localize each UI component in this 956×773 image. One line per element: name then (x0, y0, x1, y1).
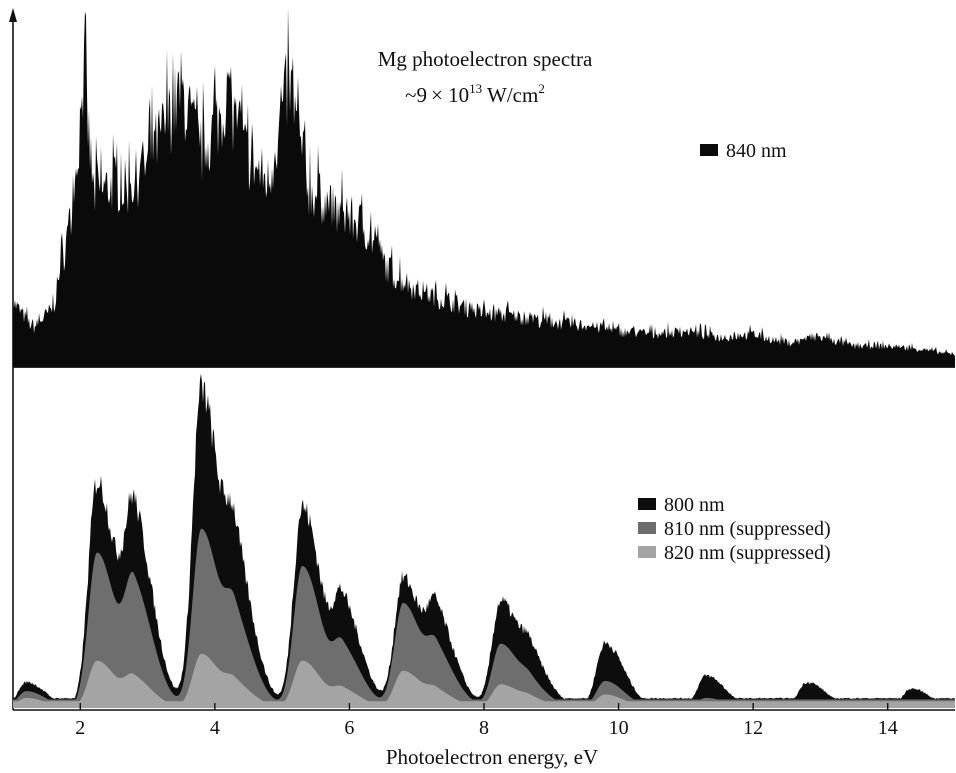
legend-swatch-810nm (638, 522, 656, 534)
chart-subtitle: ~9 × 1013 W/cm2 (405, 81, 545, 107)
legend-label-820nm: 820 nm (suppressed) (664, 542, 831, 564)
series-area-800nm (13, 373, 955, 708)
x-ticks: 2 4 6 8 10 12 14 (75, 703, 898, 739)
legend-top: 840 nm (700, 140, 787, 162)
x-tick-label: 4 (210, 717, 220, 739)
x-tick-label: 14 (878, 717, 898, 739)
legend-label-840nm: 840 nm (726, 140, 787, 162)
top-panel (13, 7, 955, 367)
legend-swatch-840nm (700, 144, 718, 156)
x-tick-label: 10 (609, 717, 629, 739)
series-area-840nm (13, 7, 955, 367)
chart-title: Mg photoelectron spectra (378, 47, 593, 71)
legend-label-800nm: 800 nm (664, 494, 725, 516)
legend-label-810nm: 810 nm (suppressed) (664, 518, 831, 540)
x-tick-label: 8 (479, 717, 489, 739)
x-tick-label: 2 (75, 717, 85, 739)
bottom-panel (13, 373, 955, 708)
x-tick-label: 6 (344, 717, 354, 739)
legend-swatch-800nm (638, 498, 656, 510)
x-tick-label: 12 (743, 717, 763, 739)
legend-bottom: 800 nm 810 nm (suppressed) 820 nm (suppr… (638, 494, 831, 564)
legend-swatch-820nm (638, 546, 656, 558)
y-axis-arrow-icon (9, 8, 17, 22)
series-area-810nm (13, 528, 955, 708)
x-axis-label: Photoelectron energy, eV (386, 745, 598, 769)
series-area-820nm (13, 653, 955, 708)
